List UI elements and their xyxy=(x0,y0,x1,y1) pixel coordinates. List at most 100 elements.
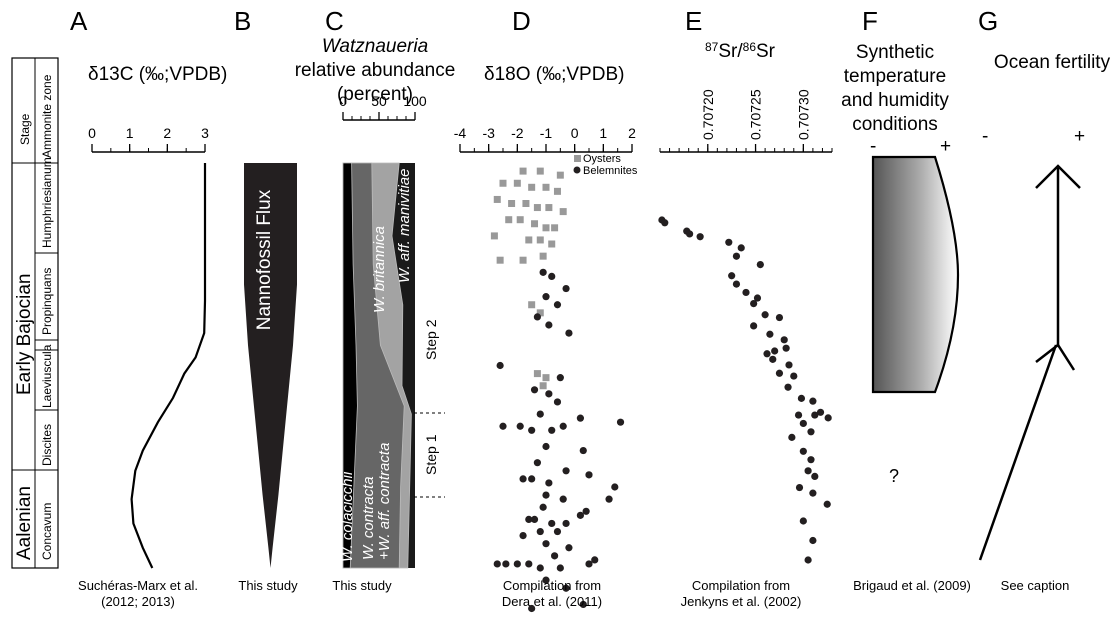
strontium-point xyxy=(788,433,796,441)
strontium-point xyxy=(790,372,798,380)
oyster-point xyxy=(536,309,544,317)
species-w-aff-contracta: +W. aff. contracta xyxy=(376,443,393,560)
zone-humphriesianum: Humphriesianum xyxy=(40,157,54,248)
oyster-point xyxy=(533,204,541,212)
strontium-point xyxy=(766,330,774,338)
axD-tick-label: 2 xyxy=(628,125,636,141)
strontium-point xyxy=(784,383,792,391)
panel-letter-a: A xyxy=(70,6,88,36)
ocean-fertility-arrows xyxy=(978,164,1081,561)
oyster-point xyxy=(553,187,561,195)
belemnite-point xyxy=(548,272,556,280)
oyster-point xyxy=(539,382,547,390)
belemnite-point xyxy=(565,544,573,552)
panel-f-title-line3: and humidity xyxy=(841,90,949,111)
axD-tick-label: 1 xyxy=(599,125,607,141)
oyster-point xyxy=(542,374,550,382)
panel-d-axis: -4 -3 -2 -1 0 1 2 xyxy=(454,125,636,153)
panel-c-title-line3: (percent) xyxy=(337,84,413,105)
belemnite-point xyxy=(528,604,536,613)
oyster-point xyxy=(542,183,550,191)
belemnite-point xyxy=(525,560,533,568)
strontium-point xyxy=(809,397,817,405)
belemnite-point xyxy=(585,560,593,568)
oyster-point xyxy=(548,240,556,248)
caption-d-line2: Dera et al. (2011) xyxy=(502,594,602,609)
strontium-point xyxy=(811,411,819,419)
caption-e-line1: Compilation from xyxy=(692,578,790,593)
oyster-point xyxy=(531,220,539,228)
strontium-point xyxy=(816,408,825,416)
strontium-point xyxy=(795,483,804,492)
belemnite-point xyxy=(565,329,573,337)
belemnite-point xyxy=(539,268,547,276)
oyster-point xyxy=(499,179,507,187)
nannofossil-flux-area xyxy=(244,163,297,568)
strontium-point xyxy=(686,230,694,238)
panel-letter-c: C xyxy=(325,6,344,36)
strontium-point xyxy=(775,369,784,377)
belemnite-point xyxy=(519,532,527,540)
zone-propinquans: Propinquans xyxy=(40,268,54,335)
belemnite-point xyxy=(530,515,539,524)
caption-b: This study xyxy=(238,578,298,593)
belemnite-point xyxy=(559,495,567,503)
belemnite-point xyxy=(519,475,527,483)
caption-f: Brigaud et al. (2009) xyxy=(853,578,971,593)
strontium-point xyxy=(804,467,812,475)
panel-f-minus: - xyxy=(870,136,876,157)
strontium-point xyxy=(769,355,777,363)
axA-tick-label: 2 xyxy=(163,125,171,141)
belemnite-point xyxy=(545,390,553,398)
belemnite-point xyxy=(611,483,619,491)
panel-c-title-line2: relative abundance xyxy=(295,60,456,81)
strontium-point xyxy=(823,500,831,508)
axA-tick-label: 0 xyxy=(88,125,96,141)
panel-f-question-mark: ? xyxy=(889,466,899,486)
oyster-point xyxy=(539,252,547,260)
stage-aalenian: Aalenian xyxy=(14,486,35,560)
panel-e-axis: 0.70720 0.70725 0.70730 xyxy=(659,89,833,153)
strontium-point xyxy=(771,347,779,355)
species-w-contracta: W. contracta xyxy=(360,476,377,560)
oyster-point xyxy=(533,370,541,378)
belemnite-point xyxy=(553,301,562,309)
belemnite-point xyxy=(536,410,544,418)
strontium-point xyxy=(753,294,762,302)
oyster-point xyxy=(528,301,536,309)
belemnite-point xyxy=(533,459,542,467)
panel-letter-e: E xyxy=(685,6,702,36)
strontium-point xyxy=(799,419,807,428)
legend-oysters-label: Oysters xyxy=(583,153,621,165)
area-w-colacicchii xyxy=(342,162,358,569)
oxygen-isotope-points xyxy=(490,167,625,613)
strontium-point xyxy=(807,428,815,436)
legend-belemnites-swatch xyxy=(573,166,581,174)
panel-d-title: δ18O (‰;VPDB) xyxy=(484,64,624,85)
oyster-point xyxy=(490,232,498,240)
watznaueria-abundance-areas xyxy=(342,162,415,569)
strontium-point xyxy=(799,517,807,525)
belemnite-point xyxy=(516,422,524,430)
caption-g: See caption xyxy=(1001,578,1070,593)
belemnite-point xyxy=(542,540,550,548)
oyster-point xyxy=(545,204,553,212)
oyster-point xyxy=(493,195,501,203)
strontium-point xyxy=(742,288,750,297)
strontium-point xyxy=(782,344,790,352)
panel-letter-g: G xyxy=(978,6,998,36)
axD-tick-label: -4 xyxy=(454,125,467,141)
axD-tick-label: -2 xyxy=(511,125,524,141)
strontium-point xyxy=(775,313,784,322)
strontium-point xyxy=(807,456,815,464)
panel-g-title: Ocean fertility xyxy=(994,52,1111,73)
panel-letter-f: F xyxy=(862,6,878,36)
belemnite-point xyxy=(579,600,587,609)
belemnite-point xyxy=(591,556,599,564)
belemnite-point xyxy=(528,475,536,483)
strontium-point xyxy=(809,489,817,497)
oyster-point xyxy=(525,236,533,244)
panel-g-minus: - xyxy=(982,126,988,147)
oyster-point xyxy=(536,167,544,175)
